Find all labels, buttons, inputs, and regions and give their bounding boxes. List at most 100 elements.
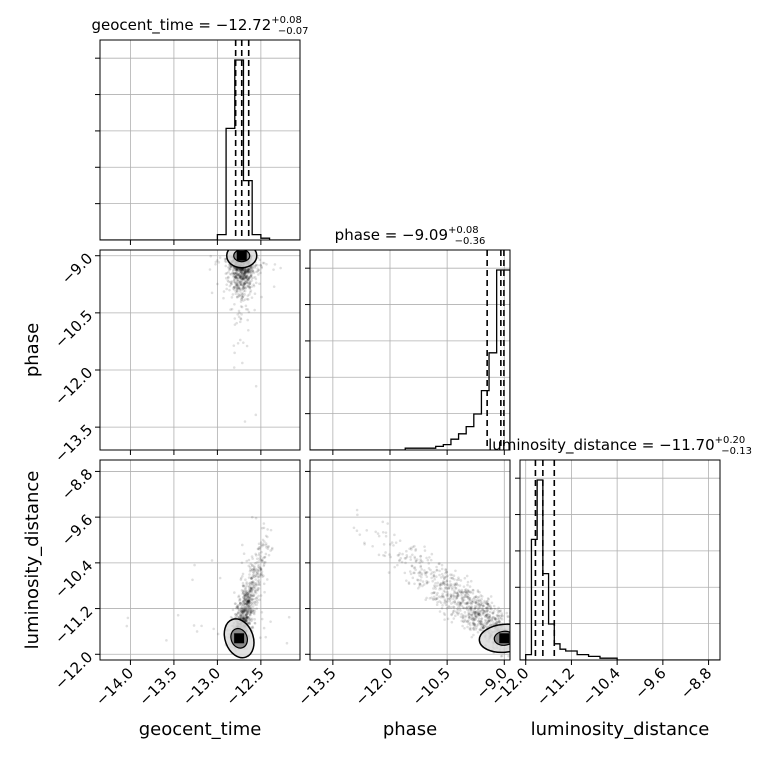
- sample-point: [247, 328, 250, 332]
- sample-point: [450, 612, 453, 616]
- sample-point: [250, 608, 254, 612]
- sample-point: [242, 285, 246, 288]
- sample-point: [498, 616, 501, 620]
- sample-point: [249, 606, 253, 610]
- sample-point: [243, 271, 247, 274]
- sample-point: [237, 595, 240, 599]
- sample-point: [245, 280, 249, 283]
- sample-point: [240, 612, 243, 615]
- hist-bar: [243, 181, 252, 240]
- sample-point: [241, 592, 244, 596]
- sample-point: [235, 274, 238, 278]
- sample-point: [245, 284, 249, 288]
- sample-point: [478, 613, 481, 616]
- sample-point: [241, 285, 245, 289]
- x-axis-label-geocent-time: geocent_time: [139, 719, 262, 740]
- sample-point: [481, 611, 485, 615]
- sample-point: [257, 594, 260, 598]
- sample-point: [470, 605, 474, 609]
- sample-point: [418, 582, 421, 586]
- sample-point: [251, 600, 254, 604]
- sample-point: [453, 585, 456, 588]
- sample-point: [272, 268, 275, 271]
- sample-point: [254, 589, 258, 592]
- sample-point: [445, 607, 449, 610]
- sample-point: [253, 601, 257, 604]
- sample-point: [233, 285, 236, 289]
- sample-point: [488, 614, 491, 617]
- sample-point: [441, 592, 444, 596]
- sample-point: [250, 580, 254, 584]
- sample-point: [257, 273, 260, 276]
- sample-point: [452, 609, 456, 613]
- sample-point: [449, 576, 453, 580]
- sample-point: [266, 528, 269, 531]
- sample-point: [475, 626, 478, 630]
- sample-point: [469, 579, 473, 583]
- sample-point: [243, 587, 247, 591]
- sample-point: [421, 560, 424, 563]
- sample-point: [250, 582, 254, 585]
- sample-point: [441, 581, 445, 585]
- sample-point: [242, 277, 245, 280]
- sample-point: [250, 555, 254, 558]
- sample-point: [457, 590, 460, 593]
- sample-point: [239, 601, 242, 605]
- sample-point: [261, 261, 265, 265]
- sample-point: [473, 596, 476, 600]
- sample-point: [234, 602, 237, 605]
- sample-point: [248, 275, 251, 279]
- sample-point: [405, 554, 409, 557]
- sample-point: [477, 613, 481, 616]
- sample-point: [434, 597, 437, 601]
- sample-point: [243, 597, 246, 600]
- sample-point: [234, 271, 238, 275]
- sample-point: [466, 595, 469, 599]
- sample-point: [243, 610, 247, 613]
- hist-bar: [451, 439, 459, 450]
- sample-point: [440, 563, 444, 567]
- sample-point: [482, 609, 485, 613]
- sample-point: [237, 594, 241, 598]
- sample-point: [468, 612, 471, 616]
- sample-point: [438, 610, 442, 613]
- sample-point: [243, 273, 246, 276]
- sample-point: [452, 597, 455, 601]
- sample-point: [248, 608, 252, 611]
- sample-point: [242, 287, 245, 290]
- sample-point: [249, 610, 253, 613]
- sample-point: [244, 613, 248, 617]
- sample-point: [254, 413, 258, 417]
- sample-point: [240, 305, 244, 309]
- sample-point: [235, 268, 239, 272]
- sample-point: [466, 601, 470, 605]
- sample-point: [256, 570, 259, 574]
- x-tick-label: −13.5: [294, 664, 339, 709]
- sample-point: [247, 598, 251, 602]
- sample-point: [470, 601, 474, 604]
- sample-point: [241, 287, 244, 290]
- sample-point: [240, 293, 244, 297]
- sample-point: [487, 615, 490, 619]
- sample-point: [456, 607, 459, 611]
- sample-point: [237, 273, 240, 276]
- panel-title: phase = −9.09+0.08 −0.36: [335, 225, 486, 247]
- sample-point: [243, 616, 246, 620]
- sample-point: [439, 583, 442, 586]
- sample-point: [463, 588, 467, 592]
- sample-point: [469, 601, 473, 605]
- sample-point: [243, 590, 247, 593]
- sample-point: [254, 596, 258, 600]
- sample-point: [243, 270, 247, 273]
- sample-point: [248, 618, 251, 621]
- sample-point: [419, 565, 423, 569]
- sample-point: [240, 268, 244, 272]
- sample-point: [488, 616, 492, 619]
- sample-point: [455, 594, 459, 598]
- sample-point: [246, 601, 249, 604]
- sample-point: [259, 567, 262, 570]
- sample-point: [256, 547, 260, 551]
- sample-point: [481, 603, 484, 606]
- sample-point: [467, 614, 471, 618]
- sample-point: [225, 271, 229, 275]
